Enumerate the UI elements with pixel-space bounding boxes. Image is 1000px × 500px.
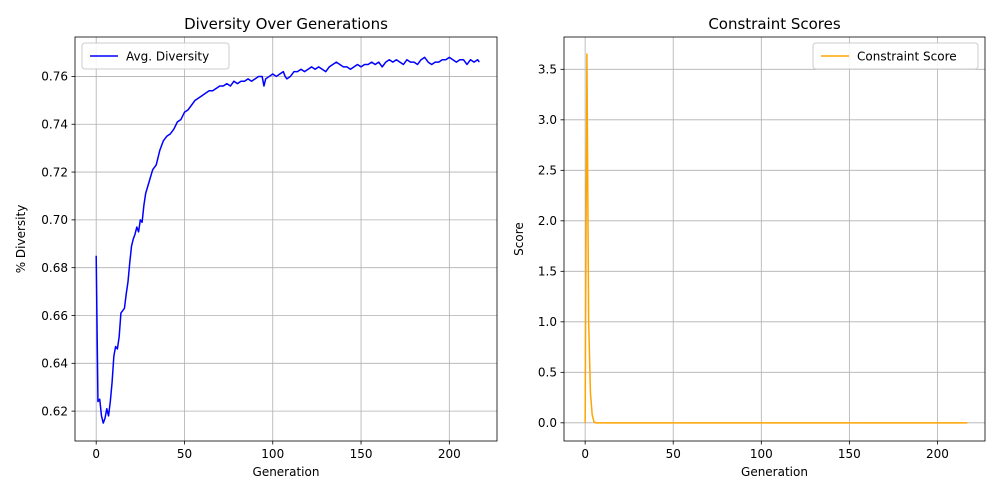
legend-label: Constraint Score [857,49,957,63]
x-tick-label: 200 [438,447,461,461]
y-tick-label: 0.62 [41,404,68,418]
constraint-chart: 0 50 100 150 200 0.0 0.5 1.0 1.5 2.0 2.5 3.0 3.5 Cons… [512,15,986,479]
x-tick-label: 0 [581,447,589,461]
constraint-plot-area [564,37,985,441]
x-tick-label: 150 [838,447,861,461]
y-tick-label: 0.76 [41,70,68,84]
y-tick-label: 0.5 [538,366,557,380]
diversity-plot-area [75,37,497,441]
x-tick-label: 100 [750,447,773,461]
x-tick-label: 50 [666,447,681,461]
diversity-chart-title: Diversity Over Generations [184,15,388,33]
constraint-y-axis-label: Score [512,222,526,256]
x-tick-label: 0 [92,447,100,461]
constraint-series-line [584,53,968,424]
y-tick-label: 0.74 [41,118,68,132]
y-tick-label: 2.0 [538,214,557,228]
x-tick-label: 150 [350,447,373,461]
y-tick-label: 0.70 [41,213,68,227]
diversity-axes-frame [74,36,498,442]
constraint-legend: Constraint Score [812,42,979,70]
legend-box [81,42,230,70]
diversity-legend: Avg. Diversity [81,42,230,70]
constraint-chart-title: Constraint Scores [708,15,841,33]
constraint-x-axis-label: Generation [741,465,808,479]
y-tick-label: 2.5 [538,164,557,178]
y-tick-label: 3.5 [538,63,557,77]
x-tick-label: 200 [926,447,949,461]
constraint-axes-frame [563,36,986,442]
y-tick-label: 3.0 [538,113,557,127]
legend-box [812,42,979,70]
y-tick-label: 0.64 [41,357,68,371]
y-tick-label: 1.0 [538,315,557,329]
y-tick-label: 0.0 [538,416,557,430]
diversity-x-axis-label: Generation [253,465,320,479]
y-tick-label: 0.66 [41,309,68,323]
y-tick-label: 1.5 [538,265,557,279]
y-tick-label: 0.68 [41,261,68,275]
x-tick-label: 50 [177,447,192,461]
diversity-series-line [95,56,480,424]
legend-label: Avg. Diversity [126,49,209,63]
x-tick-label: 100 [261,447,284,461]
diversity-chart: 0 50 100 150 200 0.62 0.64 0.66 0.68 0.70 0.72 0.74… [14,15,498,479]
y-tick-label: 0.72 [41,165,68,179]
diversity-y-axis-label: % Diversity [14,205,28,274]
